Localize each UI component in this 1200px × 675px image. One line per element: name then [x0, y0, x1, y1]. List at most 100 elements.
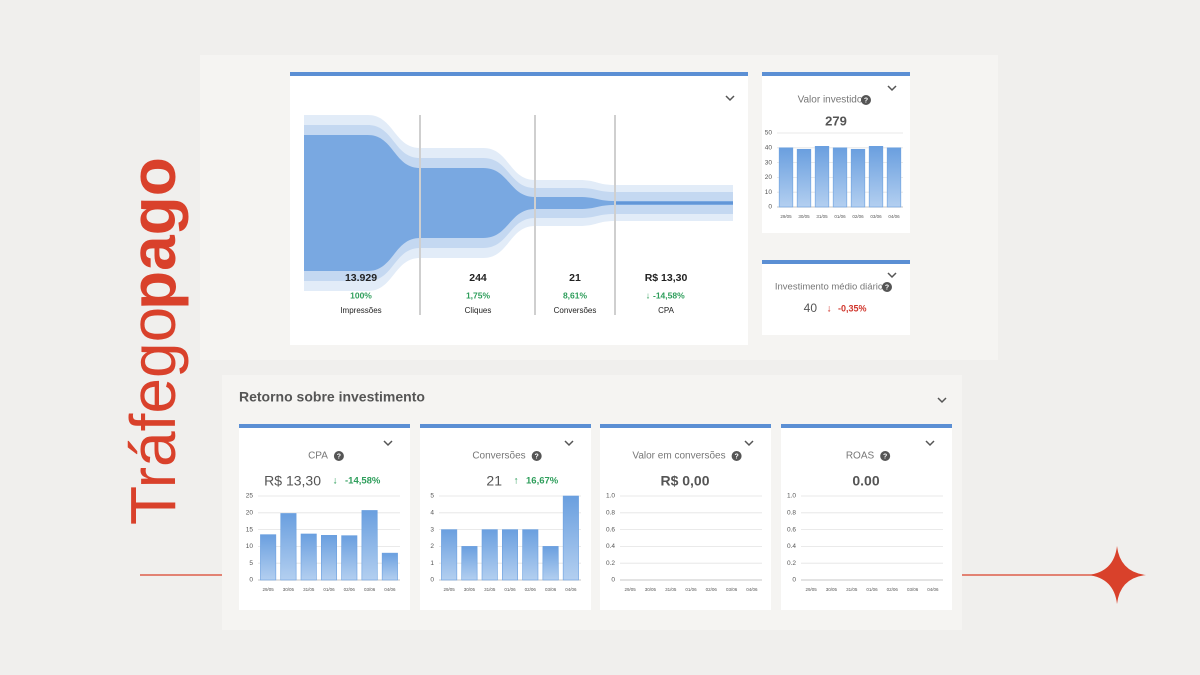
- x-tick-label: 01/06: [866, 587, 878, 592]
- x-tick-label: 30/05: [464, 587, 476, 592]
- card-topbar: [762, 72, 910, 76]
- x-tick-label: 02/06: [525, 587, 537, 592]
- x-tick-label: 02/06: [852, 214, 864, 219]
- chevron[interactable]: [937, 397, 947, 404]
- metric-card: [781, 424, 952, 610]
- help-icon[interactable]: [861, 95, 871, 105]
- bar: [814, 146, 830, 208]
- help-glyph: ?: [734, 453, 738, 460]
- side-title-word2: pago: [117, 157, 189, 310]
- bar: [441, 529, 458, 581]
- y-tick-label: 0: [430, 577, 434, 584]
- y-tick-label: 10: [765, 189, 773, 196]
- side-title: Tráfego pago: [117, 157, 189, 525]
- y-tick-label: 0.6: [787, 526, 796, 533]
- bar: [886, 147, 902, 208]
- x-tick-label: 03/06: [907, 587, 919, 592]
- chevron[interactable]: [725, 95, 735, 102]
- funnel-band: [304, 135, 733, 271]
- bar: [341, 535, 358, 581]
- help-glyph: ?: [535, 453, 539, 460]
- bar: [260, 534, 277, 581]
- card-topbar: [290, 72, 748, 76]
- help-glyph: ?: [885, 284, 889, 291]
- bar: [361, 510, 378, 581]
- x-tick-label: 01/06: [685, 587, 697, 592]
- y-tick-label: 0.8: [606, 510, 615, 517]
- y-tick-label: 0.6: [606, 526, 615, 533]
- card-topbar: [420, 424, 591, 428]
- card-title: CPA: [308, 451, 328, 462]
- card-value: R$ 0,00: [660, 473, 709, 489]
- bar: [320, 535, 338, 581]
- chevron[interactable]: [925, 440, 935, 447]
- bar: [832, 147, 848, 208]
- card-topbar: [600, 424, 771, 428]
- card-value: 21: [486, 473, 502, 489]
- chevron[interactable]: [564, 440, 574, 447]
- x-tick-label: 29/05: [444, 587, 456, 592]
- help-icon[interactable]: [882, 282, 892, 292]
- chevron[interactable]: [887, 85, 897, 92]
- x-tick-label: 04/06: [384, 587, 396, 592]
- y-tick-label: 0.2: [606, 560, 615, 567]
- chevron[interactable]: [887, 272, 897, 279]
- card-topbar: [781, 424, 952, 428]
- arrow-down: ↓: [333, 476, 338, 487]
- x-tick-label: 30/05: [798, 214, 810, 219]
- help-icon[interactable]: [333, 451, 344, 461]
- x-tick-label: 01/06: [504, 587, 516, 592]
- y-tick-label: 0: [792, 577, 796, 584]
- step-label: Cliques: [465, 306, 492, 315]
- bar: [522, 529, 539, 581]
- y-tick-label: 3: [430, 526, 434, 533]
- y-tick-label: 4: [430, 510, 434, 517]
- x-tick-label: 31/05: [846, 587, 858, 592]
- help-icon[interactable]: [731, 451, 742, 461]
- y-tick-label: 30: [765, 159, 773, 166]
- chevron[interactable]: [383, 440, 393, 447]
- y-tick-label: 0: [768, 204, 772, 211]
- y-tick-label: 0: [249, 577, 253, 584]
- step-rate: 100%: [350, 290, 372, 300]
- x-tick-label: 30/05: [283, 587, 295, 592]
- y-tick-label: 0.2: [787, 560, 796, 567]
- card-topbar: [239, 424, 410, 428]
- bar: [542, 546, 559, 581]
- x-tick-label: 31/05: [303, 587, 315, 592]
- x-tick-label: 04/06: [565, 587, 577, 592]
- x-tick-label: 31/05: [665, 587, 677, 592]
- bar: [280, 513, 297, 581]
- metric-card: [600, 424, 771, 610]
- step-label: Conversões: [554, 306, 597, 315]
- card-title: Valor em conversões: [632, 451, 725, 462]
- card-title: ROAS: [846, 451, 875, 462]
- bar: [481, 529, 498, 581]
- card-value: 40: [804, 301, 818, 315]
- step-value: 13.929: [345, 272, 377, 284]
- help-icon[interactable]: [531, 451, 542, 461]
- bar: [562, 495, 579, 581]
- y-tick-label: 40: [765, 145, 773, 152]
- x-tick-label: 01/06: [834, 214, 846, 219]
- card-value: 279: [825, 113, 847, 128]
- bar: [381, 552, 398, 581]
- y-tick-label: 20: [765, 174, 773, 181]
- x-tick-label: 02/06: [344, 587, 356, 592]
- y-tick-label: 5: [249, 560, 253, 567]
- side-title-word1: Tráfego: [117, 307, 189, 525]
- help-icon[interactable]: [880, 451, 891, 461]
- card-title: Conversões: [472, 451, 525, 462]
- funnel: [304, 115, 733, 291]
- y-tick-label: 1.0: [606, 493, 615, 500]
- y-tick-label: 0.4: [787, 543, 796, 550]
- step-rate: -14,58%: [653, 290, 685, 300]
- x-tick-label: 03/06: [545, 587, 557, 592]
- x-tick-label: 04/06: [746, 587, 758, 592]
- x-tick-label: 04/06: [927, 587, 939, 592]
- y-tick-label: 0.4: [606, 543, 615, 550]
- card-value: R$ 13,30: [264, 473, 321, 489]
- bar: [501, 529, 519, 581]
- chevron[interactable]: [744, 440, 754, 447]
